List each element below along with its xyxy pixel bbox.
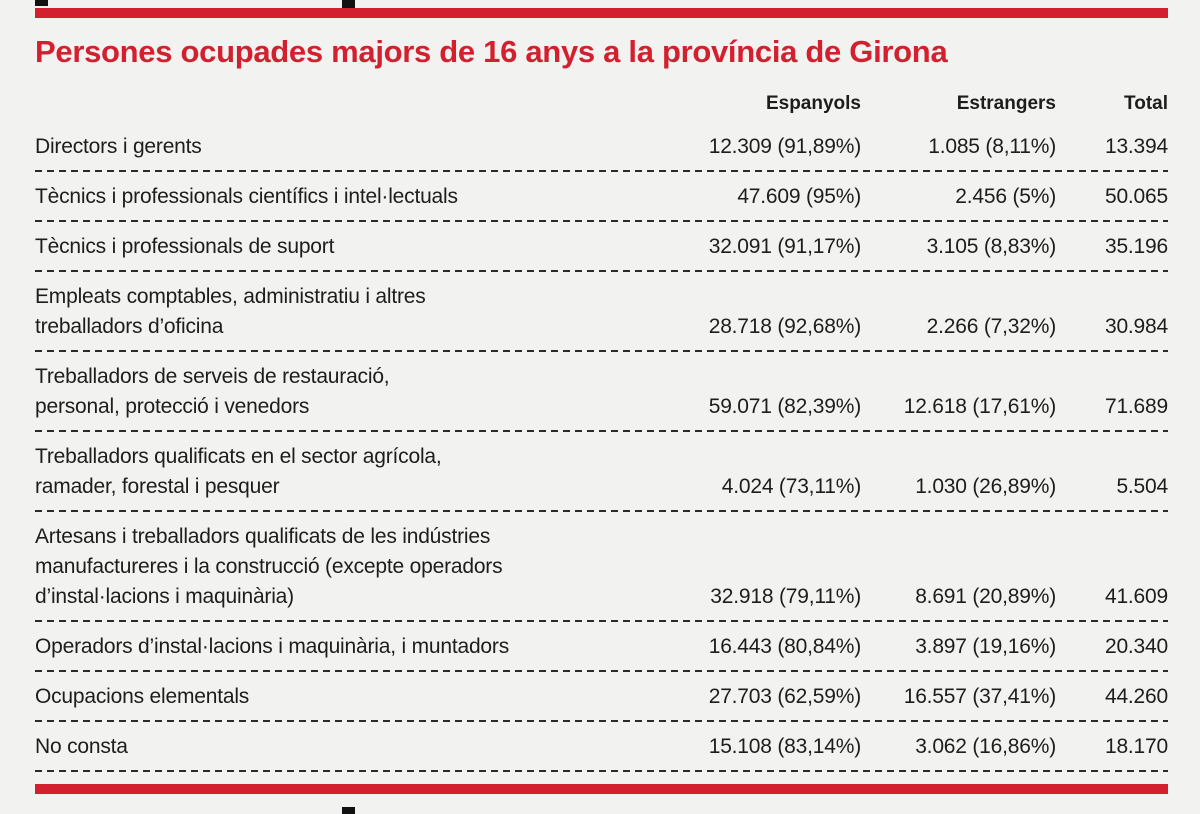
occupation-label: Directors i gerents [35,135,202,158]
occupation-label: Tècnics i professionals científics i int… [35,185,458,208]
estrangers-value: 3.897 (19,16%) [915,635,1056,658]
table-row: Treballadors de serveis de restauració, … [35,352,1168,432]
table-row: Artesans i treballadors qualificats de l… [35,512,1168,622]
registration-mark [342,807,355,814]
estrangers-value: 3.105 (8,83%) [926,235,1057,258]
espanyols-value: 59.071 (82,39%) [708,395,861,418]
table-row: Directors i gerents 12.309 (91,89%) 1.08… [35,122,1168,172]
top-red-bar [35,8,1168,18]
total-value: 50.065 [1104,185,1168,208]
table-row: Tècnics i professionals de suport 32.091… [35,222,1168,272]
table-row: Tècnics i professionals científics i int… [35,172,1168,222]
table-row: Ocupacions elementals 27.703 (62,59%) 16… [35,672,1168,722]
total-value: 13.394 [1104,135,1168,158]
espanyols-value: 12.309 (91,89%) [708,135,861,158]
col-header-espanyols: Espanyols [765,93,861,114]
espanyols-value: 16.443 (80,84%) [708,635,861,658]
total-value: 5.504 [1116,475,1168,498]
col-header-estrangers: Estrangers [956,93,1056,114]
table-header-row: Espanyols Estrangers Total [35,93,1168,122]
estrangers-value: 2.456 (5%) [955,185,1056,208]
estrangers-value: 12.618 (17,61%) [903,395,1056,418]
occupation-label: Empleats comptables, administratiu i alt… [35,285,426,338]
espanyols-value: 32.091 (91,17%) [708,235,861,258]
estrangers-value: 1.030 (26,89%) [915,475,1056,498]
espanyols-value: 15.108 (83,14%) [708,735,861,758]
occupations-table: Espanyols Estrangers Total Directors i g… [35,93,1168,772]
total-value: 35.196 [1104,235,1168,258]
estrangers-value: 3.062 (16,86%) [915,735,1056,758]
content-area: Persones ocupades majors de 16 anys a la… [35,8,1168,794]
occupation-label: Artesans i treballadors qualificats de l… [35,525,503,608]
occupation-label: No consta [35,735,128,758]
estrangers-value: 1.085 (8,11%) [928,135,1056,158]
occupation-label: Treballadors qualificats en el sector ag… [35,445,442,498]
col-header-total: Total [1124,93,1168,114]
estrangers-value: 2.266 (7,32%) [926,315,1057,338]
occupation-label: Treballadors de serveis de restauració, … [35,365,390,418]
occupation-label: Operadors d’instal·lacions i maquinària,… [35,635,509,658]
registration-mark [342,0,355,8]
chart-title: Persones ocupades majors de 16 anys a la… [35,34,948,69]
occupation-label: Tècnics i professionals de suport [35,235,335,258]
espanyols-value: 28.718 (92,68%) [708,315,861,338]
table-row: Treballadors qualificats en el sector ag… [35,432,1168,512]
estrangers-value: 8.691 (20,89%) [915,585,1056,608]
registration-mark [35,0,48,6]
table-body: Directors i gerents 12.309 (91,89%) 1.08… [35,122,1168,772]
total-value: 20.340 [1104,635,1168,658]
espanyols-value: 27.703 (62,59%) [708,685,861,708]
table-row: No consta 15.108 (83,14%) 3.062 (16,86%)… [35,722,1168,772]
total-value: 41.609 [1104,585,1168,608]
total-value: 18.170 [1104,735,1168,758]
espanyols-value: 47.609 (95%) [737,185,861,208]
table-row: Operadors d’instal·lacions i maquinària,… [35,622,1168,672]
total-value: 71.689 [1104,395,1168,418]
estrangers-value: 16.557 (37,41%) [903,685,1056,708]
table-row: Empleats comptables, administratiu i alt… [35,272,1168,352]
espanyols-value: 4.024 (73,11%) [721,475,861,498]
occupation-label: Ocupacions elementals [35,685,250,708]
bottom-red-bar [35,784,1168,794]
total-value: 44.260 [1104,685,1168,708]
total-value: 30.984 [1104,315,1168,338]
espanyols-value: 32.918 (79,11%) [710,585,861,608]
